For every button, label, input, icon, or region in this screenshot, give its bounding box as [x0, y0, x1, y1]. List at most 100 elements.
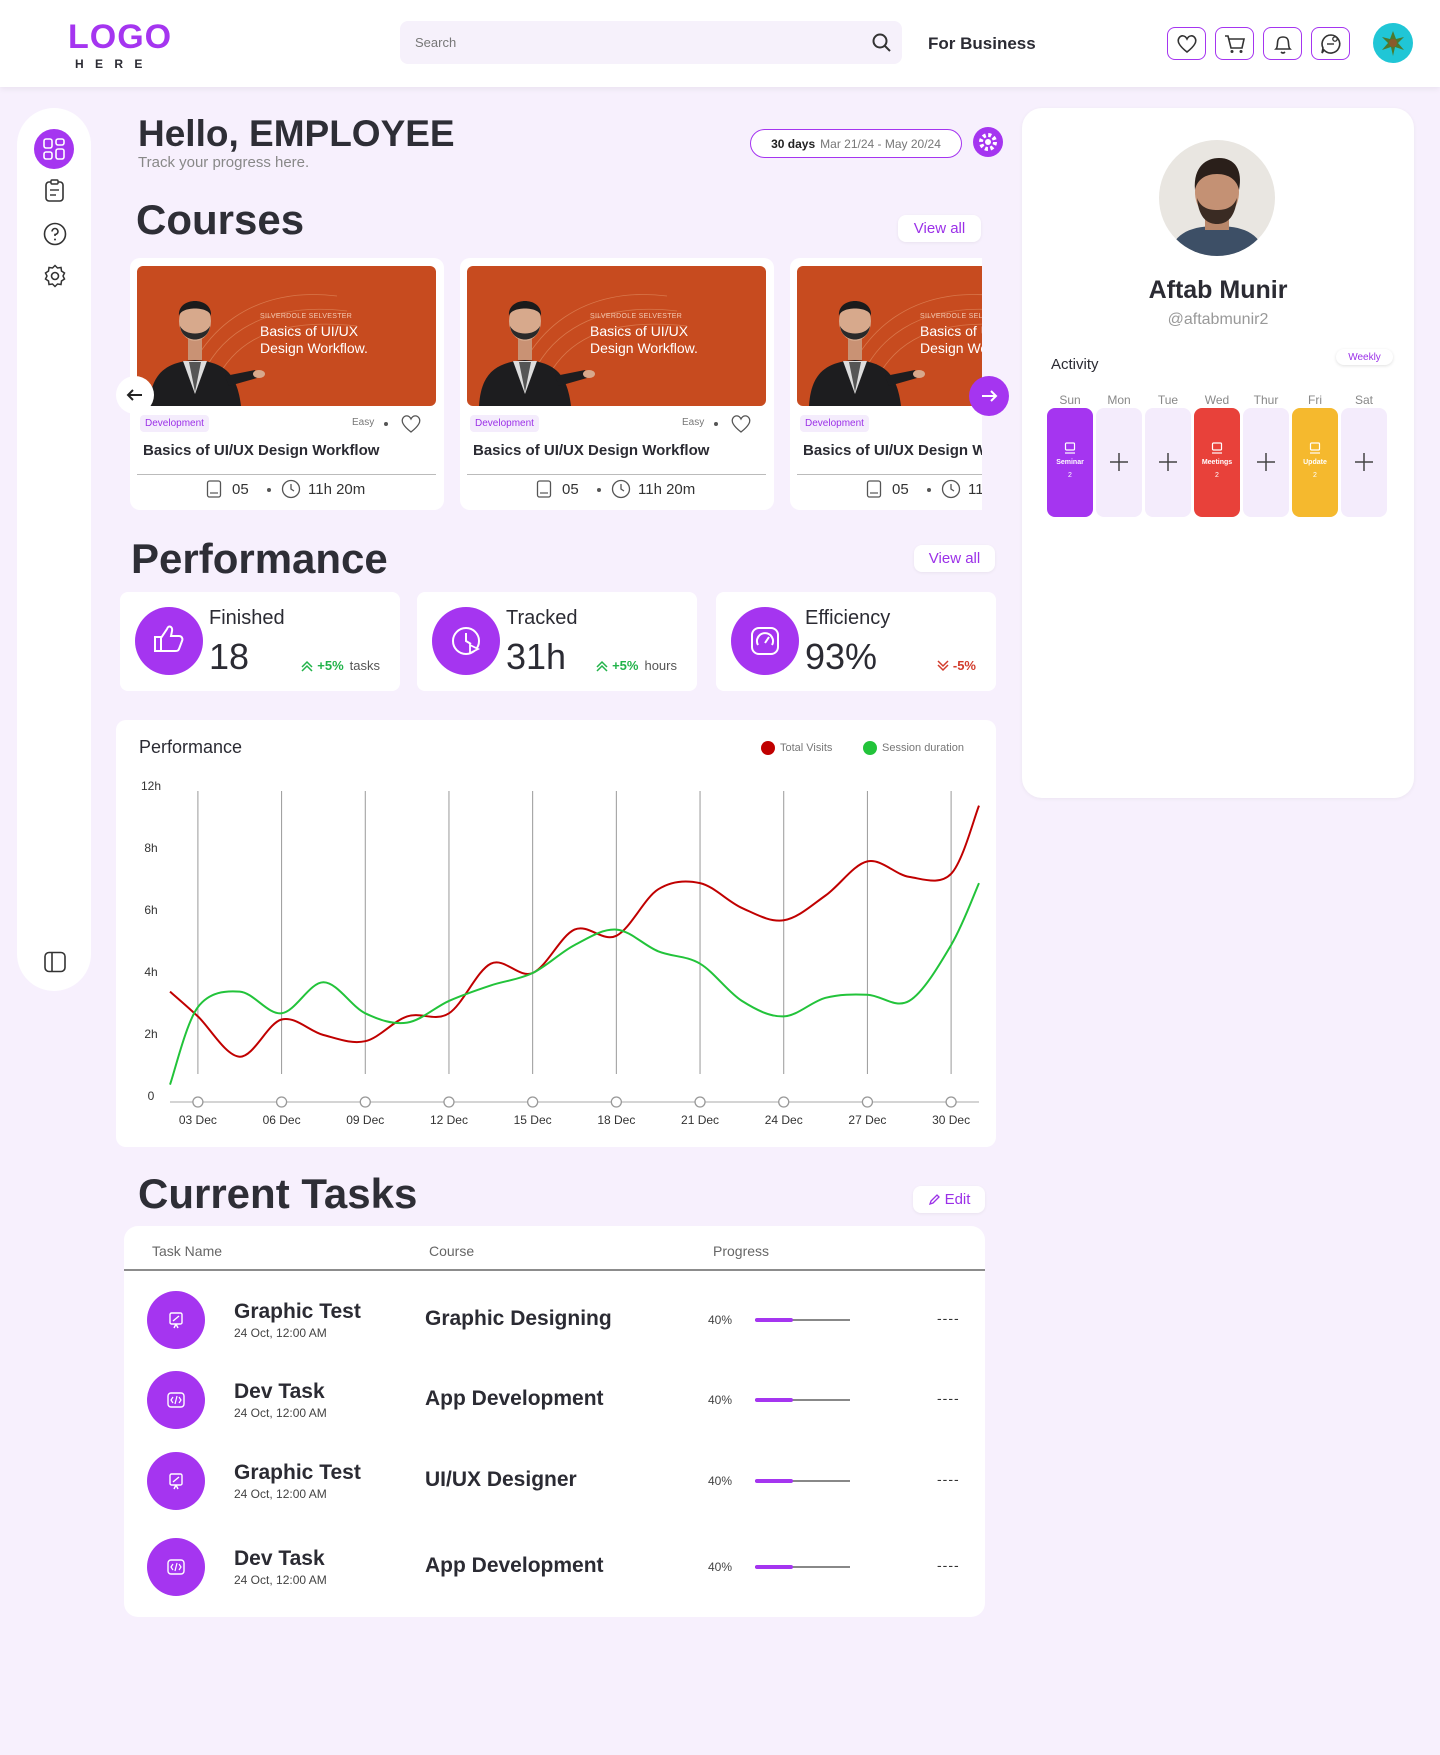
nav-tasks[interactable]: [44, 179, 66, 203]
nav-settings[interactable]: [43, 264, 67, 288]
courses-title: Courses: [136, 196, 305, 243]
series-line: [169, 882, 980, 1085]
day-column[interactable]: [1145, 408, 1191, 517]
x-tick-label: 03 Dec: [179, 1113, 217, 1127]
task-course: App Development: [425, 1387, 604, 1410]
dot: [597, 488, 601, 492]
tasks-title: Current Tasks: [138, 1170, 418, 1217]
y-tick-label: 12h: [141, 779, 161, 793]
stat-card: Tracked 31h +5% hours: [417, 592, 697, 691]
x-tick-mark: [359, 1096, 371, 1108]
task-name: Graphic Test: [234, 1461, 361, 1484]
profile-name: Aftab Munir: [1148, 276, 1288, 304]
banner-art: [479, 294, 688, 406]
day-column[interactable]: [1341, 408, 1387, 517]
logo[interactable]: LOGO: [68, 18, 173, 56]
nav-dashboard[interactable]: [34, 129, 74, 169]
day-column[interactable]: Update 2: [1292, 408, 1338, 517]
task-row[interactable]: Graphic Test 24 Oct, 12:00 AM Graphic Desi…: [124, 1290, 985, 1350]
add-icon: [1257, 453, 1275, 471]
activity-period[interactable]: Weekly: [1336, 349, 1393, 365]
day-label: Tue: [1157, 393, 1179, 407]
favorite-button[interactable]: [730, 414, 752, 434]
change-value: +5%: [317, 658, 344, 673]
favorite-button[interactable]: [400, 414, 422, 434]
task-course: Graphic Designing: [425, 1307, 612, 1330]
task-row[interactable]: Graphic Test 24 Oct, 12:00 AM UI/UX Design…: [124, 1451, 985, 1511]
course-card[interactable]: SILVERDOLE SELVESTER Basics of UI/UX Desi…: [790, 258, 982, 510]
trend-icon: [937, 659, 949, 671]
course-level: Easy: [352, 417, 375, 428]
stat-icon: [432, 607, 500, 675]
course-carousel: SILVERDOLE SELVESTER Basics of UI/UX Desi…: [130, 258, 982, 512]
day-label: Mon: [1107, 393, 1131, 407]
stat-label: Tracked: [506, 607, 578, 629]
notifications-button[interactable]: [1263, 27, 1302, 60]
lesson-count: 05: [562, 481, 579, 498]
table-header-rule: [124, 1269, 985, 1271]
carousel-next[interactable]: [969, 376, 1009, 416]
change-value: -5%: [952, 658, 976, 673]
x-tick-label: 30 Dec: [932, 1113, 970, 1127]
range-dates: Mar 21/24 - May 20/24: [820, 136, 941, 151]
column-header: Progress: [713, 1243, 770, 1259]
cart-icon: [1224, 34, 1245, 53]
y-tick-label: 2h: [144, 1027, 157, 1041]
heart-icon: [1176, 34, 1197, 53]
legend-label: Session duration: [882, 742, 964, 754]
performance-view-all[interactable]: View all: [914, 545, 995, 572]
day-column[interactable]: Meetings 2: [1194, 408, 1240, 517]
courses-view-all[interactable]: View all: [898, 215, 981, 242]
stat-icon: [135, 607, 203, 675]
event-icon: [1211, 442, 1223, 454]
task-action[interactable]: ----: [937, 1557, 960, 1573]
task-action[interactable]: ----: [937, 1390, 960, 1406]
settings-button[interactable]: [973, 127, 1003, 157]
day-column[interactable]: [1096, 408, 1142, 517]
x-tick-mark: [527, 1096, 539, 1108]
search-box[interactable]: Search: [400, 21, 902, 64]
nav-help[interactable]: [43, 222, 67, 246]
progress-label: 40%: [708, 1313, 733, 1327]
event-icon: [1064, 442, 1076, 454]
greeting-title: Hello, EMPLOYEE: [138, 113, 455, 154]
course-card[interactable]: SILVERDOLE SELVESTER Basics of UI/UX Desi…: [130, 258, 444, 510]
task-action[interactable]: ----: [937, 1471, 960, 1487]
day-column[interactable]: [1243, 408, 1289, 517]
stat-card: Efficiency 93% -5%: [716, 592, 996, 691]
business-link[interactable]: For Business: [928, 34, 1036, 53]
performance-title: Performance: [131, 535, 388, 582]
chart-card: Performance 0 2h 4h 6h 8h 12h 03 Dec 06 Dec 09 D…: [116, 720, 996, 1147]
messages-button[interactable]: [1311, 27, 1350, 60]
progress-label: 40%: [708, 1393, 733, 1407]
x-tick-mark: [694, 1096, 706, 1108]
user-avatar[interactable]: [1373, 23, 1413, 63]
wishlist-button[interactable]: [1167, 27, 1206, 60]
add-icon: [1355, 453, 1373, 471]
bell-icon: [1273, 35, 1292, 54]
carousel-prev[interactable]: [116, 376, 154, 414]
date-range[interactable]: 30 days Mar 21/24 - May 20/24: [750, 129, 962, 158]
task-action[interactable]: ----: [937, 1310, 960, 1326]
dot: [714, 422, 718, 426]
activity-title: Activity: [1051, 356, 1099, 373]
course-tag: Development: [470, 415, 539, 432]
day-label: Fri: [1308, 393, 1322, 407]
chat-icon: [1320, 33, 1340, 54]
progress-track: [755, 1565, 850, 1569]
task-row[interactable]: Dev Task 24 Oct, 12:00 AM App Development 4…: [124, 1370, 985, 1430]
task-icon: [147, 1371, 205, 1429]
cart-button[interactable]: [1215, 27, 1254, 60]
tasks-edit[interactable]: Edit: [913, 1186, 985, 1213]
y-tick-label: 8h: [144, 841, 157, 855]
banner-title: Basics of UI/UX Design Workflow.: [920, 323, 982, 356]
course-card[interactable]: SILVERDOLE SELVESTER Basics of UI/UX Desi…: [460, 258, 774, 510]
stat-change: +5% hours: [596, 658, 677, 673]
task-course: App Development: [425, 1554, 604, 1577]
event-name: Update: [1303, 459, 1327, 466]
range-days: 30 days: [771, 136, 816, 151]
day-column[interactable]: Seminar 2: [1047, 408, 1093, 517]
task-row[interactable]: Dev Task 24 Oct, 12:00 AM App Development 4…: [124, 1537, 985, 1597]
nav-collapse[interactable]: [43, 951, 67, 973]
